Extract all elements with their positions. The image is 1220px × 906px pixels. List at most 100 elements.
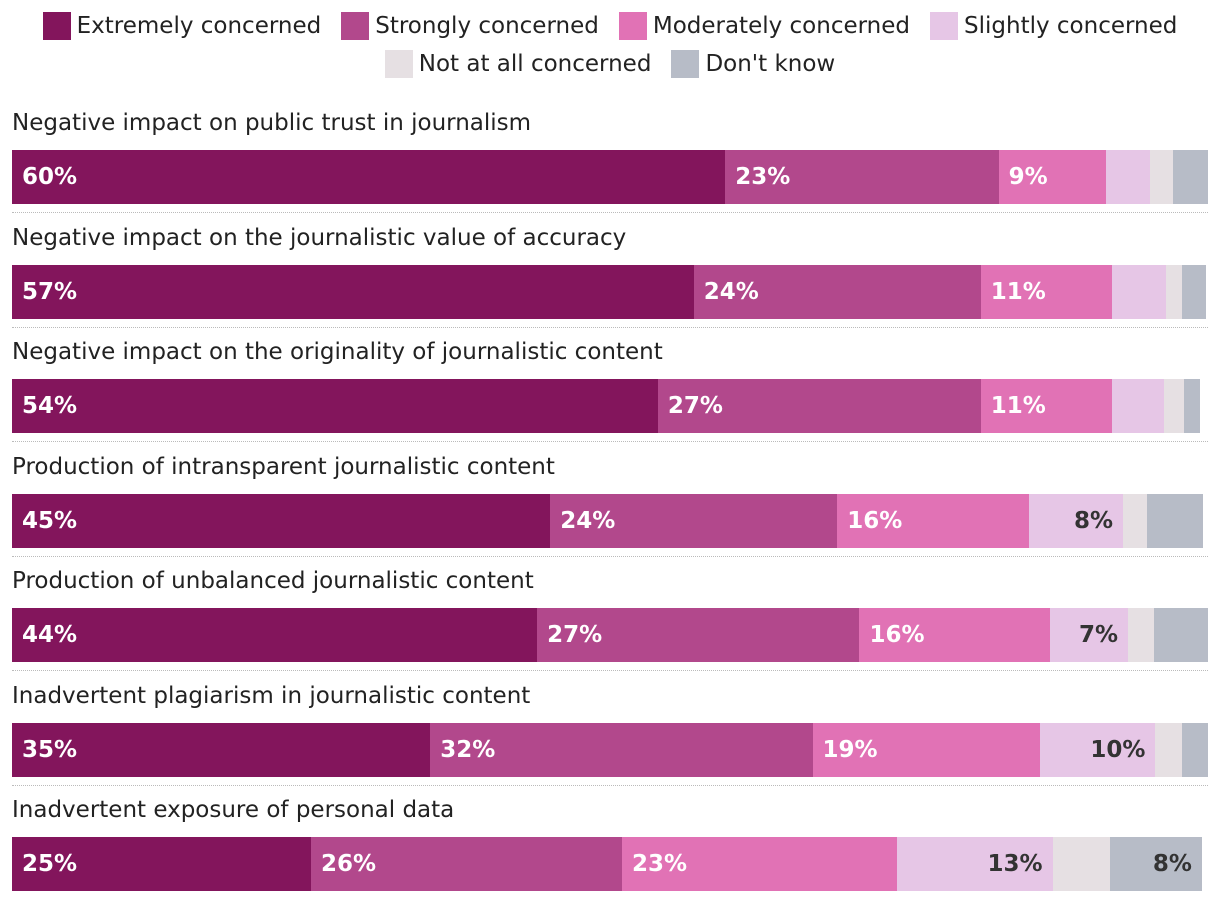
bar-segment: 45% xyxy=(12,493,551,548)
legend-swatch xyxy=(341,12,370,40)
legend-swatch xyxy=(42,12,71,40)
bar-segment: 26% xyxy=(311,837,622,891)
bar-segment: 23% xyxy=(621,837,898,891)
legend-swatch xyxy=(930,12,959,40)
bar-segment: 32% xyxy=(430,722,813,777)
data-label: 9% xyxy=(1008,164,1048,190)
data-label: 32% xyxy=(440,736,496,763)
bar-segment xyxy=(1052,837,1110,891)
bar-segment xyxy=(1128,608,1155,662)
bar-segment: 9% xyxy=(998,150,1106,204)
bar-segment: 16% xyxy=(859,608,1051,662)
data-label: 54% xyxy=(22,393,78,419)
data-label: 57% xyxy=(22,278,78,305)
bar-segment xyxy=(1146,493,1204,548)
data-label: 27% xyxy=(667,393,723,419)
data-label: 35% xyxy=(22,736,78,763)
data-label: 8% xyxy=(1152,851,1192,877)
category-label: Inadvertent exposure of personal data xyxy=(12,797,455,823)
bar-segment: 16% xyxy=(837,493,1029,548)
legend-label: Not at all concerned xyxy=(418,51,652,77)
category-label: Negative impact on public trust in journ… xyxy=(12,110,532,136)
bar-segment: 11% xyxy=(980,264,1113,319)
bar-segment: 19% xyxy=(812,722,1040,777)
bar-segment xyxy=(1181,722,1208,777)
data-label: 26% xyxy=(321,851,377,877)
data-label: 11% xyxy=(990,393,1046,419)
data-label: 60% xyxy=(22,164,78,190)
bar-segment xyxy=(1154,608,1208,662)
bar-row: 60% 23% 9% xyxy=(12,150,1208,204)
legend-swatch xyxy=(384,50,413,78)
bar-row: 54% 27% 11% xyxy=(12,379,1208,433)
legend-label: Moderately concerned xyxy=(652,13,911,39)
bar-segment: 11% xyxy=(980,379,1113,433)
category-label: Production of intransparent journalistic… xyxy=(12,453,555,480)
category-label: Production of unbalanced journalistic co… xyxy=(12,568,534,594)
legend-label: Extremely concerned xyxy=(76,13,322,39)
bar-segment: 13% xyxy=(897,837,1053,891)
legend-item: Strongly concerned xyxy=(341,12,599,40)
bar-segment xyxy=(1181,264,1206,319)
row-divider xyxy=(12,441,1208,442)
bar-segment xyxy=(1123,493,1147,548)
bar-segment xyxy=(1112,379,1164,433)
data-label: 19% xyxy=(822,736,878,763)
bar-row: 44% 27% 16% 7% xyxy=(12,608,1208,662)
row-divider xyxy=(12,784,1208,786)
bar-segment xyxy=(1105,150,1150,204)
legend-item: Extremely concerned xyxy=(42,12,322,40)
data-label: 45% xyxy=(22,507,78,534)
bar-segment xyxy=(1112,264,1167,319)
data-label: 25% xyxy=(22,851,78,877)
data-label: 24% xyxy=(703,278,759,305)
bar-segment: 44% xyxy=(12,608,538,662)
legend-item: Moderately concerned xyxy=(618,12,911,40)
bar-segment: 27% xyxy=(657,379,981,433)
bar-segment: 24% xyxy=(693,264,981,319)
legend-row-1: Extremely concerned Strongly concerned Mod… xyxy=(0,12,1220,40)
bar-row: 25% 26% 23% 13% 8% xyxy=(12,837,1208,891)
bar-segment: 8% xyxy=(1028,493,1124,548)
row-divider xyxy=(12,326,1208,328)
data-label: 7% xyxy=(1078,622,1119,648)
data-label: 23% xyxy=(631,851,688,877)
bar-segment: 23% xyxy=(725,150,999,204)
legend-row-2: Not at all concerned Don't know xyxy=(0,50,1220,78)
data-label: 13% xyxy=(987,851,1043,877)
bar-row: 45% 24% 16% 8% xyxy=(12,493,1208,548)
category-label: Negative impact on the originality of jo… xyxy=(12,339,663,365)
bar-segment xyxy=(1184,379,1200,433)
row-divider xyxy=(12,670,1208,671)
legend-swatch xyxy=(671,50,700,78)
data-label: 16% xyxy=(847,507,903,534)
legend-label: Strongly concerned xyxy=(375,13,599,39)
bar-segment xyxy=(1163,379,1185,433)
bar-segment: 24% xyxy=(550,493,838,548)
bar-segment: 7% xyxy=(1050,608,1129,662)
data-label: 16% xyxy=(869,622,925,648)
bar-segment: 27% xyxy=(537,608,860,662)
bar-segment: 54% xyxy=(12,379,658,433)
data-label: 24% xyxy=(560,507,616,534)
bar-segment: 25% xyxy=(12,837,311,891)
bar-segment xyxy=(1149,150,1174,204)
legend-swatch xyxy=(618,12,647,40)
row-divider xyxy=(12,555,1208,557)
data-label: 10% xyxy=(1090,736,1146,763)
bar-segment: 8% xyxy=(1109,837,1202,891)
data-label: 23% xyxy=(735,164,791,190)
legend-label: Slightly concerned xyxy=(964,13,1178,39)
data-label: 44% xyxy=(22,622,78,648)
bar-row: 35% 32% 19% 10% xyxy=(12,722,1208,777)
bar-segment xyxy=(1155,722,1182,777)
bar-segment: 10% xyxy=(1039,722,1156,777)
bar-segment xyxy=(1173,150,1208,204)
legend-item: Not at all concerned xyxy=(384,50,652,78)
row-divider xyxy=(12,212,1208,213)
bar-row: 57% 24% 11% xyxy=(12,264,1208,319)
data-label: 8% xyxy=(1073,507,1114,534)
bar-segment xyxy=(1166,264,1182,319)
bar-segment: 35% xyxy=(12,722,431,777)
